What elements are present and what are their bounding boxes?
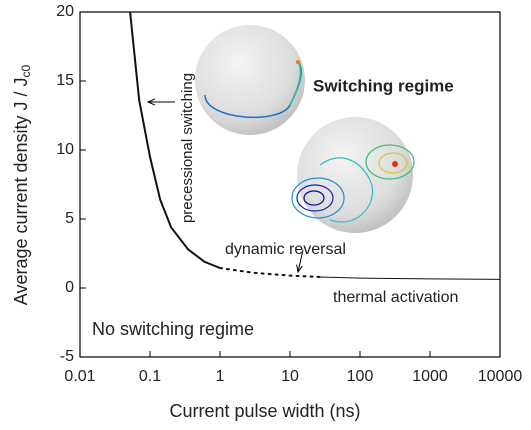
curve [219, 267, 322, 278]
y-tick-label: -5 [60, 348, 74, 365]
y-tick-label: 5 [65, 210, 74, 227]
sphere-precessional [195, 25, 305, 135]
x-tick-label: 1 [216, 368, 225, 385]
y-tick-label: 15 [56, 72, 74, 89]
y-tick-label: 10 [56, 141, 74, 158]
arrow [298, 249, 304, 272]
annotation: No switching regime [92, 319, 254, 339]
x-tick-label: 100 [347, 368, 374, 385]
x-tick-label: 0.1 [139, 368, 161, 385]
y-axis-label-main: Average current density J / J [11, 77, 31, 305]
annotation: Switching regime [313, 76, 454, 95]
x-tick-label: 1000 [412, 368, 448, 385]
sphere-dynamic [291, 117, 415, 233]
curve [320, 276, 501, 280]
y-tick-label: 20 [56, 3, 74, 20]
curve [129, 11, 221, 269]
x-tick-label: 0.01 [64, 368, 95, 385]
y-axis-label-sub: c0 [19, 64, 33, 77]
x-tick-label: 10000 [478, 368, 523, 385]
annotation: precessional switching [179, 73, 196, 223]
y-tick-label: 0 [65, 279, 74, 296]
y-axis-label: Average current density J / Jc0 [11, 64, 33, 305]
annotation: dynamic reversal [225, 241, 346, 258]
x-tick-label: 10 [281, 368, 299, 385]
x-axis-label: Current pulse width (ns) [169, 401, 360, 421]
annotation: thermal activation [333, 289, 458, 306]
